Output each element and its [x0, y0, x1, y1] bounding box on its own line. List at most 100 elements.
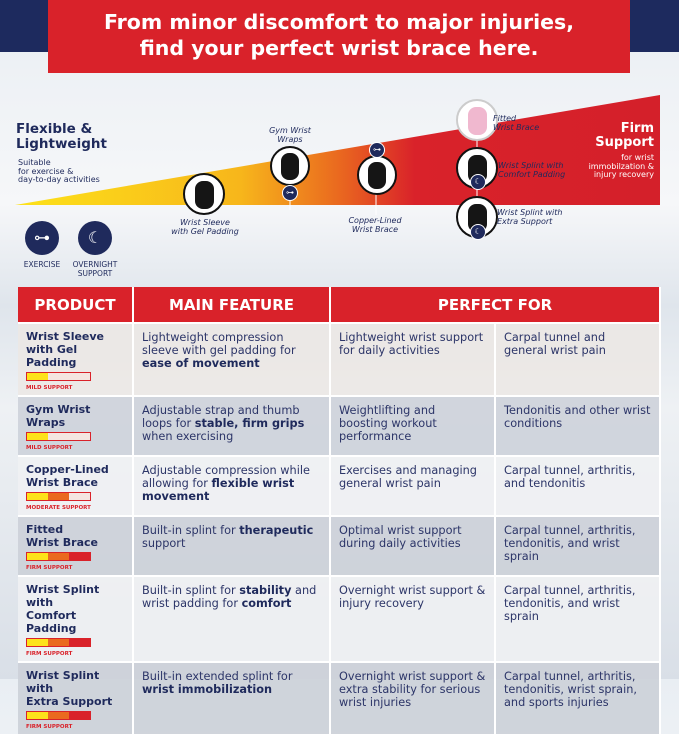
- feature-text: comfort: [241, 597, 292, 610]
- headline-line: find your perfect wrist brace here.: [139, 36, 539, 60]
- support-level-bar: [26, 638, 91, 647]
- moon-icon: ☾: [470, 174, 486, 190]
- main-feature-cell: Adjustable compression while allowing fo…: [133, 455, 331, 516]
- legend-label: EXERCISE: [23, 260, 61, 269]
- perfect-for-use-cell: Weightlifting and boosting workout perfo…: [330, 395, 496, 456]
- table-row: Fitted Wrist Brace FIRM SUPPORT Built-in s…: [18, 515, 662, 576]
- support-level-bar: [26, 432, 91, 441]
- feature-text: stable, firm grips: [194, 417, 305, 430]
- support-level-bar: [26, 711, 91, 720]
- main-feature-cell: Built-in extended splint for wrist immob…: [133, 661, 331, 734]
- feature-text: support: [142, 537, 186, 550]
- support-level-segment: [69, 433, 90, 440]
- support-level-segment: [48, 553, 69, 560]
- support-level-segment: [69, 373, 90, 380]
- legend-label: OVERNIGHT SUPPORT: [72, 260, 118, 278]
- dumbbell-icon: ⊶: [282, 185, 298, 201]
- product-cell: Fitted Wrist Brace FIRM SUPPORT: [18, 515, 134, 576]
- support-level-segment: [27, 373, 48, 380]
- product-image-gym-wraps: [270, 146, 310, 186]
- support-level-segment: [48, 639, 69, 646]
- header-main-feature: MAIN FEATURE: [133, 287, 331, 323]
- product-label: Wrist Splint with Extra Support: [497, 208, 563, 226]
- feature-text: Built-in splint for: [142, 584, 240, 597]
- support-level-segment: [48, 373, 69, 380]
- flexible-heading: Flexible & Lightweight: [16, 121, 107, 152]
- firm-heading: Firm Support: [595, 121, 654, 150]
- feature-text: when exercising: [142, 430, 234, 443]
- product-image-copper-brace: [357, 155, 397, 195]
- product-label: Wrist Splint with Comfort Padding: [498, 161, 566, 179]
- perfect-for-condition-cell: Carpal tunnel, arthritis, tendonitis, an…: [495, 575, 662, 662]
- perfect-for-condition-cell: Carpal tunnel and general wrist pain: [495, 322, 662, 396]
- support-level-segment: [27, 493, 48, 500]
- main-feature-cell: Lightweight compression sleeve with gel …: [133, 322, 331, 396]
- support-level-label: MILD SUPPORT: [26, 445, 73, 451]
- support-level-bar: [26, 492, 91, 501]
- header-product: PRODUCT: [18, 287, 134, 323]
- moon-icon: ☾: [78, 221, 112, 255]
- flexible-subtext: Suitable for exercise & day-to-day activit…: [18, 158, 100, 184]
- feature-text: Built-in splint for: [142, 524, 240, 537]
- main-feature-cell: Adjustable strap and thumb loops for sta…: [133, 395, 331, 456]
- comparison-table: PRODUCT MAIN FEATURE PERFECT FOR Wrist S…: [18, 287, 662, 734]
- support-level-segment: [69, 553, 90, 560]
- support-level-segment: [69, 493, 90, 500]
- feature-text: Adjustable compression while allowing fo…: [142, 464, 310, 490]
- main-feature-cell: Built-in splint for stability and wrist …: [133, 575, 331, 662]
- product-image-wrist-sleeve: [183, 173, 225, 215]
- support-level-label: MILD SUPPORT: [26, 385, 73, 391]
- product-cell: Wrist Sleeve with Gel Padding MILD SUPPORT: [18, 322, 134, 396]
- support-level-segment: [48, 493, 69, 500]
- product-label: Gym Wrist Wraps: [269, 126, 311, 144]
- perfect-for-use-cell: Lightweight wrist support for daily acti…: [330, 322, 496, 396]
- product-cell: Copper-Lined Wrist Brace MODERATE SUPPORT: [18, 455, 134, 516]
- firm-subtext: for wrist immobilzation & injury recovery: [588, 153, 654, 179]
- feature-text: therapeutic: [239, 524, 314, 537]
- header-perfect-for: PERFECT FOR: [330, 287, 662, 323]
- perfect-for-use-cell: Overnight wrist support & extra stabilit…: [330, 661, 496, 734]
- support-level-segment: [48, 433, 69, 440]
- dumbbell-icon: ⊶: [369, 142, 385, 158]
- headline-banner: From minor discomfort to major injuries,…: [48, 0, 630, 73]
- perfect-for-condition-cell: Carpal tunnel, arthritis, tendonitis, an…: [495, 515, 662, 576]
- perfect-for-condition-cell: Carpal tunnel, arthritis, and tendonitis: [495, 455, 662, 516]
- table-row: Copper-Lined Wrist Brace MODERATE SUPPORT …: [18, 455, 662, 516]
- feature-text: and wrist padding for: [142, 584, 317, 610]
- perfect-for-condition-cell: Carpal tunnel, arthritis, tendonitis, wr…: [495, 661, 662, 734]
- feature-text: stability: [239, 584, 292, 597]
- table-row: Wrist Splint with Comfort Padding FIRM SUP…: [18, 575, 662, 662]
- perfect-for-use-cell: Overnight wrist support & injury recover…: [330, 575, 496, 662]
- product-label: Copper-Lined Wrist Brace: [348, 216, 402, 234]
- headline-line: From minor discomfort to major injuries,: [103, 10, 575, 34]
- table-row: Gym Wrist Wraps MILD SUPPORT Adjustable s…: [18, 395, 662, 456]
- product-label: Wrist Sleeve with Gel Padding: [171, 218, 239, 236]
- main-feature-cell: Built-in splint for therapeutic support: [133, 515, 331, 576]
- product-cell: Gym Wrist Wraps MILD SUPPORT: [18, 395, 134, 456]
- support-level-segment: [27, 433, 48, 440]
- perfect-for-use-cell: Optimal wrist support during daily activ…: [330, 515, 496, 576]
- support-level-segment: [69, 639, 90, 646]
- feature-text: Lightweight compression sleeve with gel …: [142, 331, 296, 357]
- feature-text: flexible wrist movement: [142, 477, 295, 503]
- support-level-segment: [48, 712, 69, 719]
- feature-text: Adjustable strap and thumb loops for: [142, 404, 300, 430]
- support-level-bar: [26, 552, 91, 561]
- product-cell: Wrist Splint with Comfort Padding FIRM SUP…: [18, 575, 134, 662]
- feature-text: ease of movement: [142, 357, 260, 370]
- product-image-fitted-brace: [456, 99, 498, 141]
- perfect-for-condition-cell: Tendonitis and other wrist conditions: [495, 395, 662, 456]
- product-cell: Wrist Splint with Extra Support FIRM SUPPO…: [18, 661, 134, 734]
- support-level-label: FIRM SUPPORT: [26, 651, 73, 657]
- support-level-bar: [26, 372, 91, 381]
- table-row: Wrist Splint with Extra Support FIRM SUPPO…: [18, 661, 662, 734]
- feature-text: Built-in extended splint for: [142, 670, 293, 683]
- support-level-segment: [27, 712, 48, 719]
- support-level-segment: [27, 639, 48, 646]
- support-level-label: FIRM SUPPORT: [26, 565, 73, 571]
- feature-text: wrist immobilization: [142, 683, 273, 696]
- product-label: Fitted Wrist Brace: [493, 114, 540, 132]
- moon-icon: ☾: [470, 224, 486, 240]
- table-row: Wrist Sleeve with Gel Padding MILD SUPPORT…: [18, 322, 662, 396]
- support-level-label: MODERATE SUPPORT: [26, 505, 91, 511]
